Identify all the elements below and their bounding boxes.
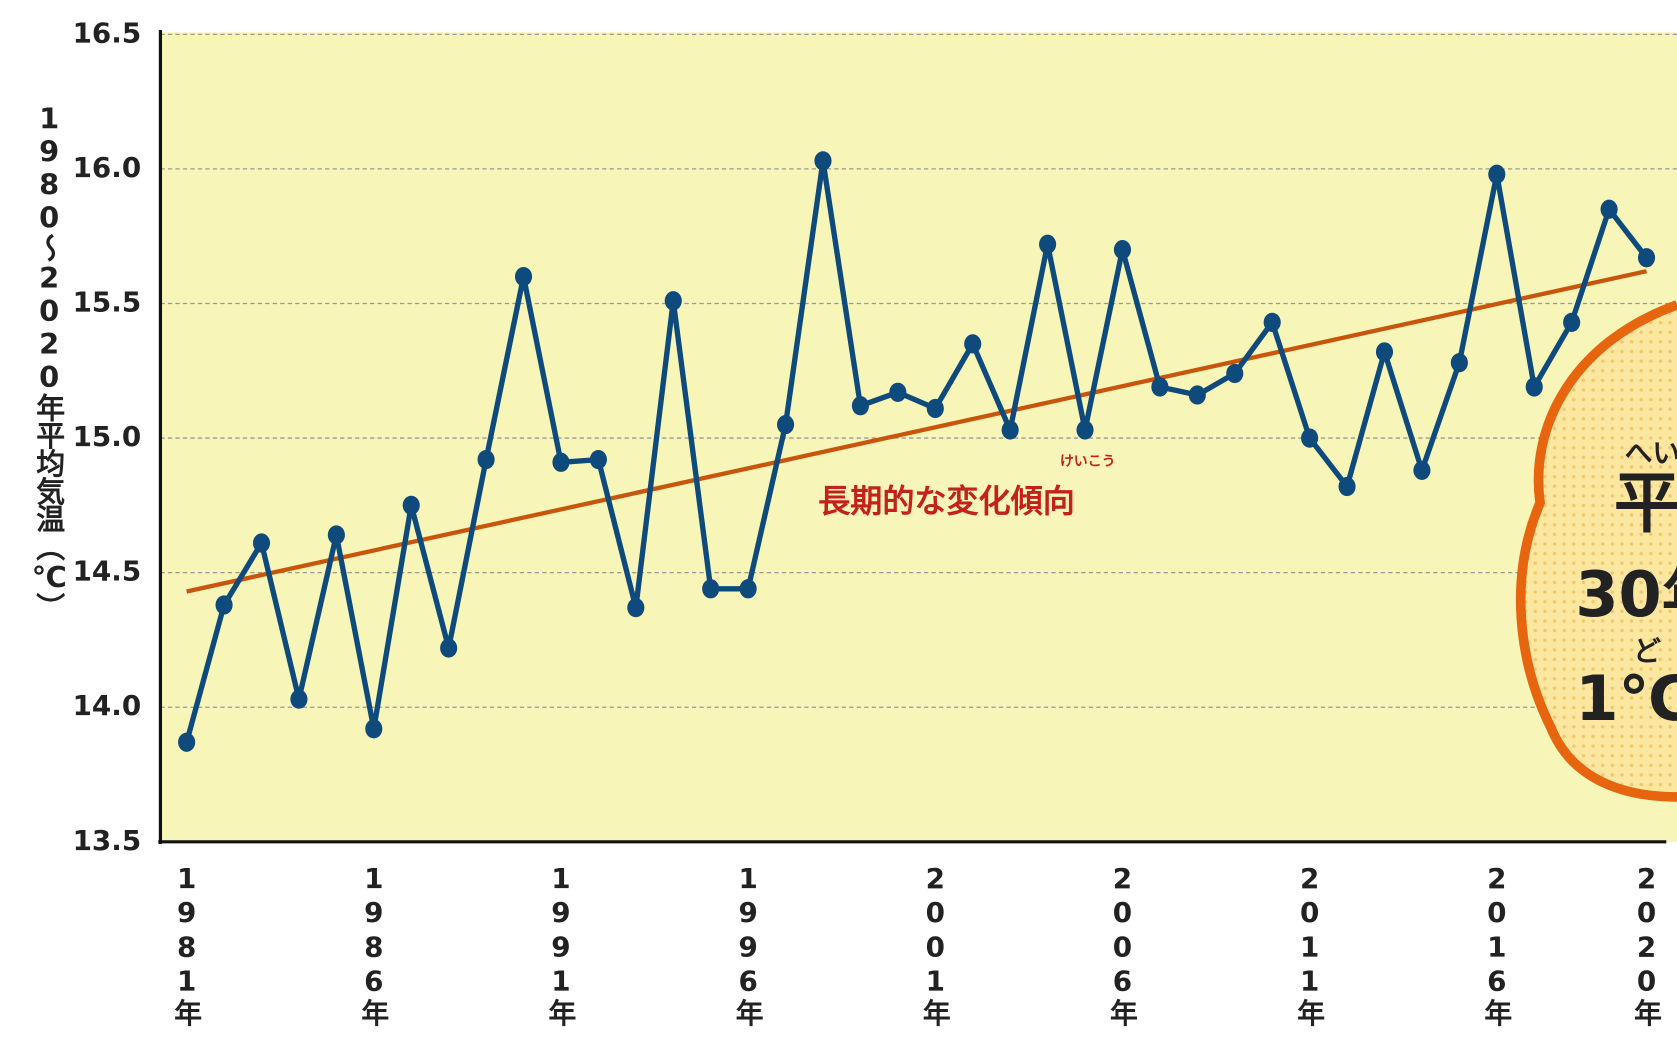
series-line [184, 158, 1649, 743]
data-point [964, 334, 982, 354]
data-point [1338, 476, 1356, 497]
data-point [1188, 385, 1206, 405]
x-tick-label: 1986年 [357, 862, 390, 1027]
data-point [926, 398, 944, 419]
data-point [889, 382, 907, 402]
callout-text: ど [1633, 635, 1661, 668]
data-point [1001, 420, 1019, 440]
x-tick-label: 2020年 [1630, 862, 1663, 1027]
data-point [1113, 240, 1132, 260]
data-point [514, 266, 533, 287]
y-tick-label: 15.0 [73, 420, 142, 453]
data-point [814, 151, 832, 171]
data-point [552, 452, 570, 472]
x-tick-label: 2016年 [1480, 862, 1513, 1027]
trend-line [186, 269, 1647, 594]
data-point [1375, 342, 1394, 362]
data-point [1450, 353, 1468, 373]
x-tick-label: 2006年 [1106, 862, 1139, 1027]
data-point [1637, 248, 1656, 268]
x-tick-label: 2001年 [919, 862, 952, 1027]
data-point [1039, 234, 1057, 254]
data-point [851, 396, 869, 416]
trend-ruby: けいこう [1060, 453, 1116, 469]
data-point [440, 638, 458, 658]
callout-text: 平 [1614, 464, 1677, 542]
y-tick-label: 15.5 [73, 285, 142, 318]
data-point [1076, 420, 1094, 440]
plot-area [160, 32, 1677, 842]
y-tick-label: 14.0 [73, 689, 142, 722]
data-point [739, 579, 757, 599]
data-point [627, 598, 645, 618]
callout-text: 30年 [1575, 558, 1677, 631]
y-tick-label: 13.5 [73, 824, 142, 857]
data-point [477, 449, 495, 470]
callout-text: へい [1625, 437, 1677, 470]
data-point [178, 732, 196, 752]
data-point [1488, 164, 1506, 184]
x-tick-label: 2011年 [1293, 862, 1326, 1027]
data-point [1525, 377, 1543, 397]
data-point [702, 579, 720, 599]
data-point [402, 495, 420, 515]
data-point [664, 291, 682, 311]
x-tick-label: 1991年 [544, 862, 577, 1027]
data-point [252, 533, 271, 553]
y-tick-label: 16.5 [73, 16, 142, 49]
data-point [1563, 312, 1581, 332]
y-tick-label: 14.5 [73, 555, 142, 588]
data-point [365, 719, 383, 739]
y-axis-label: 1980～2020年平均気温（℃） [32, 102, 66, 621]
data-point [777, 414, 795, 435]
trend-label: 長期的な変化傾向 [818, 482, 1075, 520]
x-tick-label: 1981年 [170, 862, 203, 1027]
data-point [1600, 199, 1618, 219]
data-point [215, 595, 233, 615]
data-point [1263, 312, 1281, 332]
y-tick-label: 16.0 [73, 151, 142, 184]
data-point [1413, 460, 1431, 481]
data-point [290, 689, 308, 709]
data-point [589, 449, 607, 470]
callout-text: 1℃ [1575, 662, 1677, 735]
callout-bubble [1515, 300, 1677, 802]
data-point [1151, 377, 1169, 397]
x-tick-label: 1996年 [732, 862, 765, 1027]
data-point [1301, 428, 1319, 448]
data-point [1226, 363, 1244, 384]
data-point [327, 525, 345, 545]
